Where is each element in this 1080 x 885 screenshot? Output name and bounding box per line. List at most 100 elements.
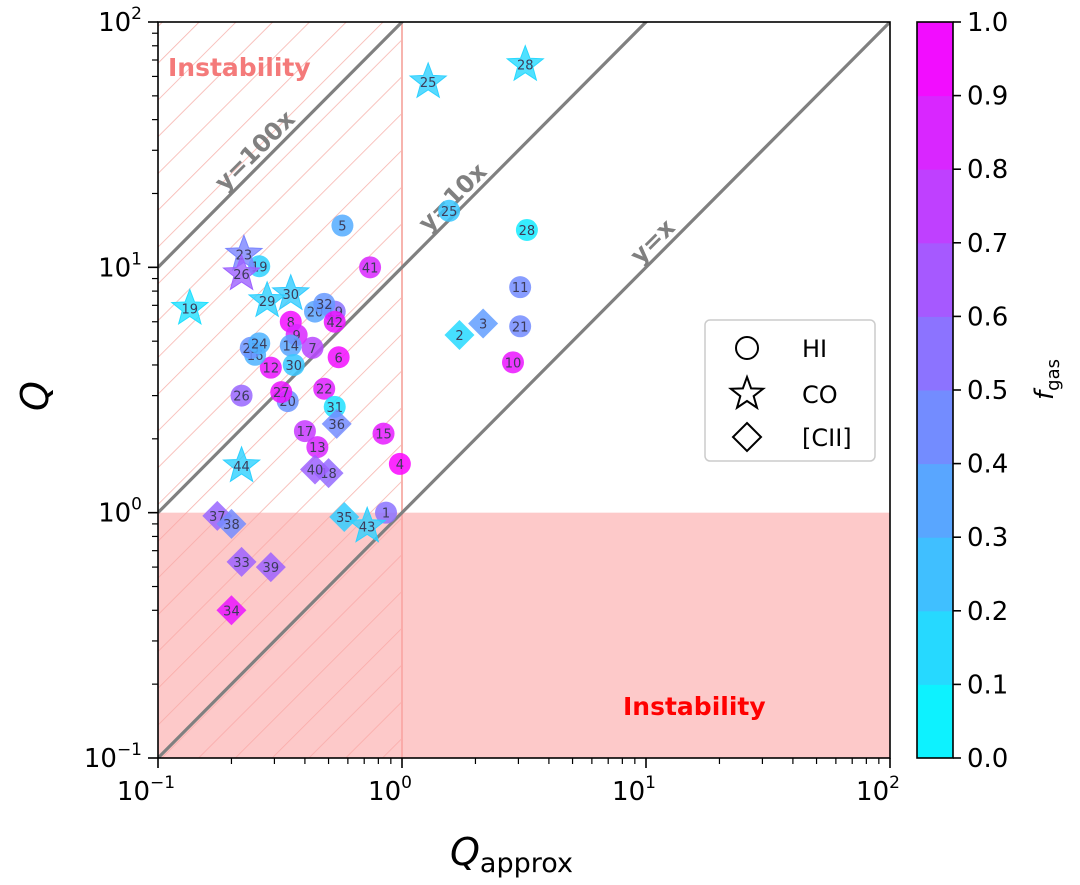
- point-id-label: 26: [233, 268, 250, 283]
- reference-line-label: y=x: [625, 213, 681, 269]
- point-id-label: 33: [233, 556, 250, 571]
- data-point: 10: [501, 351, 524, 374]
- point-marker-circle: [282, 353, 305, 376]
- data-point: 11: [509, 276, 532, 299]
- point-marker-circle: [331, 214, 354, 237]
- point-marker-circle: [323, 395, 346, 418]
- point-marker-circle: [306, 436, 329, 459]
- data-point: 22: [313, 377, 336, 400]
- data-point: 33: [226, 546, 257, 577]
- x-tick-label: 102: [856, 773, 900, 807]
- x-tick-label: 100: [368, 773, 412, 807]
- data-point: 17: [293, 420, 316, 443]
- point-id-label: 7: [308, 342, 316, 357]
- point-marker-circle: [509, 276, 532, 299]
- point-marker-diamond: [216, 508, 247, 539]
- point-marker-circle: [388, 452, 411, 475]
- colorbar-segment: [917, 463, 953, 538]
- point-id-label: 30: [285, 359, 302, 374]
- point-marker-circle: [248, 332, 271, 355]
- data-point: 30: [282, 353, 305, 376]
- data-point: 35: [329, 502, 360, 533]
- colorbar-tick-label: 1.0: [967, 8, 1008, 38]
- point-id-label: 10: [505, 356, 522, 371]
- point-marker-circle: [438, 199, 461, 222]
- colorbar-tick-label: 0.9: [967, 82, 1008, 112]
- point-id-label: 2: [455, 329, 463, 344]
- data-point: 25: [408, 61, 448, 99]
- data-point: 28: [505, 44, 545, 82]
- point-marker-circle: [313, 377, 336, 400]
- point-id-label: 13: [309, 441, 326, 456]
- data-point: 15: [372, 422, 395, 445]
- point-id-label: 28: [517, 59, 534, 74]
- point-marker-circle: [279, 334, 302, 357]
- colorbar-tick-label: 0.6: [967, 302, 1008, 332]
- colorbar-tick-label: 0.0: [967, 744, 1008, 774]
- data-point: 26: [230, 384, 253, 407]
- point-id-label: 29: [259, 295, 276, 310]
- point-id-label: 32: [316, 298, 333, 313]
- data-point: 6: [327, 346, 350, 369]
- point-marker-circle: [515, 218, 538, 241]
- plot-frame: [157, 21, 891, 759]
- colorbar-segment: [917, 316, 953, 391]
- data-point: 26: [222, 253, 261, 291]
- point-id-label: 25: [420, 76, 437, 91]
- data-point: 25: [438, 199, 461, 222]
- point-marker-circle: [323, 310, 346, 333]
- point-marker-circle: [313, 292, 336, 315]
- colorbar-tick-label: 0.1: [967, 670, 1008, 700]
- colorbar-tick-label: 0.7: [967, 229, 1008, 259]
- legend-star-icon: [728, 374, 766, 411]
- data-point: 40: [300, 454, 331, 485]
- data-point: 41: [359, 256, 382, 279]
- data-point: 30: [271, 273, 311, 311]
- point-id-label: 19: [182, 302, 199, 317]
- data-point: 43: [347, 505, 387, 543]
- point-id-label: 17: [297, 425, 314, 440]
- legend-label: CO: [802, 381, 838, 409]
- point-id-label: 5: [338, 220, 346, 235]
- data-point: 34: [216, 595, 247, 626]
- reference-line-label: y=10x: [413, 157, 493, 237]
- point-marker-circle: [509, 315, 532, 338]
- colorbar-label: fgas: [1030, 359, 1064, 400]
- point-marker-circle: [501, 351, 524, 374]
- point-marker-circle: [270, 381, 293, 404]
- point-id-label: 44: [233, 460, 250, 475]
- region-label-lower: Instability: [623, 692, 766, 721]
- point-id-label: 26: [233, 390, 250, 405]
- point-marker-diamond: [226, 546, 257, 577]
- point-marker-diamond: [444, 319, 475, 350]
- point-id-label: 35: [336, 511, 353, 526]
- point-marker-circle: [372, 422, 395, 445]
- legend-circle-icon: [735, 336, 759, 360]
- point-id-label: 22: [316, 383, 333, 398]
- y-tick-label: 102: [98, 4, 142, 38]
- data-point: 27: [270, 381, 293, 404]
- data-point: 3: [468, 308, 499, 339]
- x-axis-label-main: Q: [450, 830, 480, 874]
- point-marker-star: [408, 61, 448, 99]
- instability-filled-region: [158, 512, 890, 758]
- point-marker-diamond: [255, 552, 286, 583]
- x-axis-label: Qapprox: [450, 830, 573, 879]
- point-id-label: 14: [282, 340, 299, 355]
- reference-line: [158, 22, 890, 758]
- data-points: 1234567891011121314151617181919202021222…: [170, 44, 545, 626]
- legend-diamond-icon: [731, 421, 763, 453]
- colorbar-segment: [917, 242, 953, 317]
- data-point: 24: [248, 332, 271, 355]
- data-point: 36: [321, 408, 352, 439]
- point-marker-star: [222, 445, 261, 483]
- point-id-label: 21: [512, 320, 529, 335]
- y-tick-label: 100: [98, 495, 142, 529]
- data-point: 4: [388, 452, 411, 475]
- x-axis-label-sub: approx: [480, 848, 573, 879]
- point-marker-diamond: [321, 408, 352, 439]
- point-marker-circle: [301, 336, 324, 359]
- point-id-label: 41: [362, 261, 379, 276]
